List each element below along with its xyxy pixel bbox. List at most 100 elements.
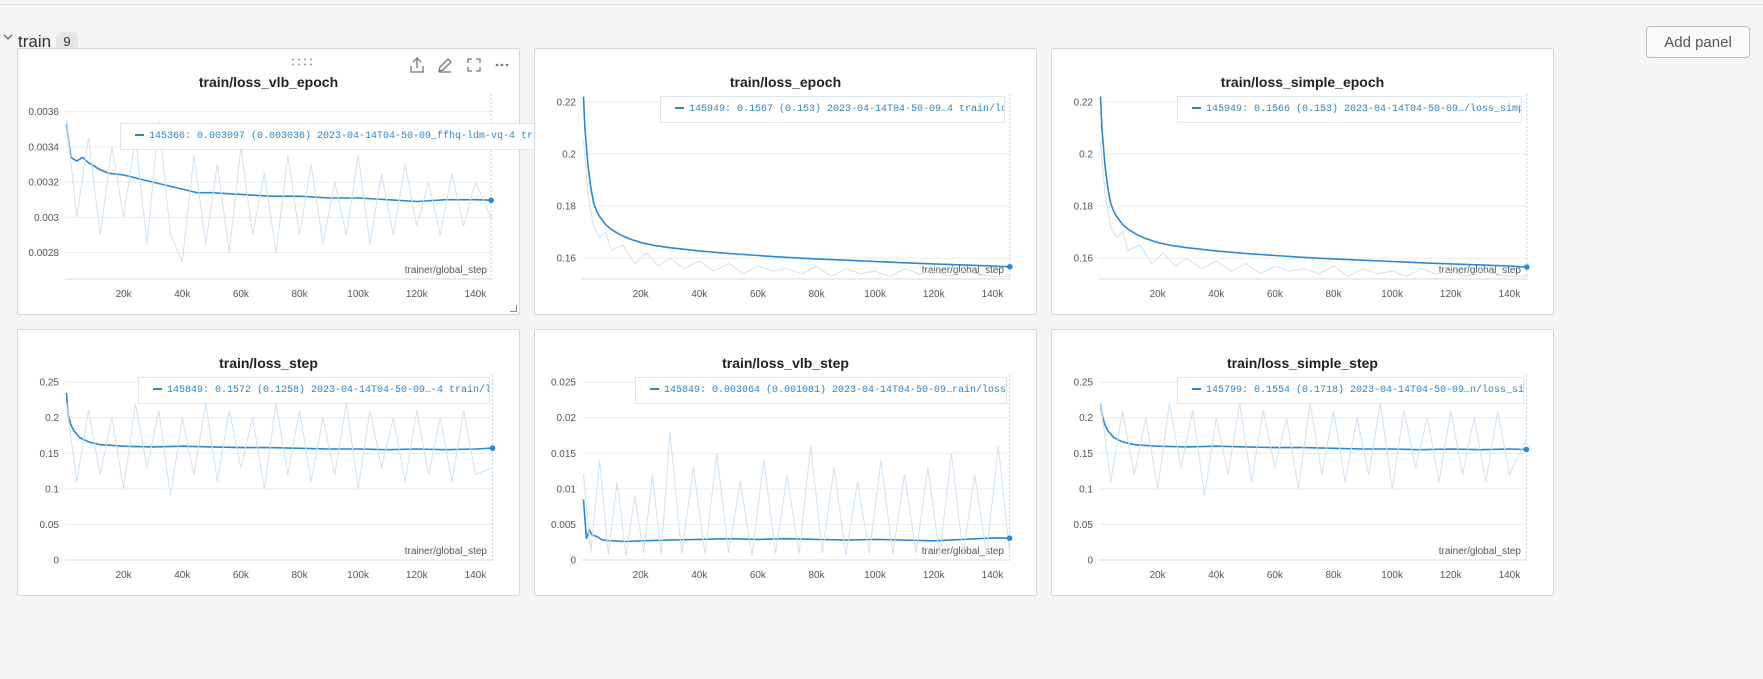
x-tick-label: 80k [291, 570, 308, 581]
smoothed-series-line[interactable] [65, 123, 492, 203]
x-tick-label: 140k [465, 570, 488, 581]
panel-title: train/loss_epoch [729, 74, 842, 90]
y-tick-label: 0 [1087, 556, 1093, 567]
y-tick-label: 0.25 [40, 378, 60, 389]
x-tick-label: 40k [174, 289, 191, 300]
x-tick-label: 20k [116, 570, 133, 581]
x-tick-label: 80k [808, 570, 825, 581]
share-icon[interactable] [408, 56, 426, 74]
x-tick-label: 20k [116, 289, 133, 300]
chart-panel-loss-simple-epoch[interactable]: train/loss_simple_epoch 0.16 0.18 0.2 0.22 20… [1051, 48, 1554, 315]
x-tick-label: 20k [633, 570, 650, 581]
y-tick-label: 0.18 [557, 202, 577, 213]
hover-point [488, 197, 494, 204]
legend-text: 145366: 0.003097 (0.003036) 2023-04-14T0… [149, 131, 569, 142]
x-tick-label: 40k [1208, 289, 1225, 300]
x-tick-label: 60k [750, 570, 767, 581]
x-tick-label: 120k [923, 289, 946, 300]
x-axis-label: trainer/global_step [1439, 265, 1522, 276]
smoothed-series-line[interactable] [1099, 96, 1527, 268]
panel-title: train/loss_step [219, 355, 318, 371]
x-tick-label: 120k [1440, 289, 1463, 300]
raw-series-line[interactable] [1100, 140, 1527, 277]
x-tick-label: 40k [1208, 570, 1225, 581]
add-panel-button[interactable]: Add panel [1646, 26, 1750, 58]
y-tick-label: 0.003 [34, 213, 59, 224]
x-axis-label: trainer/global_step [922, 265, 1005, 276]
chart-panel-loss-epoch[interactable]: train/loss_epoch 0.16 0.18 0.2 0.22 20k 40k 60k… [534, 48, 1037, 315]
smoothed-series-line[interactable] [582, 499, 1010, 543]
x-axis-label: trainer/global_step [405, 546, 488, 557]
y-tick-label: 0.2 [562, 149, 576, 160]
hover-point [1524, 264, 1530, 270]
legend-swatch [650, 388, 659, 391]
x-tick-label: 120k [406, 289, 429, 300]
y-tick-label: 0 [570, 556, 576, 567]
drag-handle-icon[interactable] [290, 57, 314, 67]
x-tick-label: 120k [1440, 570, 1463, 581]
y-tick-label: 0.0034 [28, 142, 59, 153]
y-tick-label: 0 [53, 556, 59, 567]
y-tick-label: 0.01 [557, 484, 577, 495]
hover-point [1523, 446, 1530, 453]
x-tick-label: 80k [808, 289, 825, 300]
section-header: train 9 Add panel [0, 12, 1763, 58]
chart-plot[interactable]: 0.0028 0.003 0.0032 0.0034 0.0036 20k 40k 60k 80… [18, 49, 521, 316]
chart-panel-loss-vlb-step[interactable]: train/loss_vlb_step 0 0.005 0.01 0.015 0.02 0.… [534, 329, 1037, 596]
y-tick-label: 0.015 [551, 449, 576, 460]
x-tick-label: 140k [982, 570, 1005, 581]
chart-panel-loss-vlb-epoch[interactable]: train/loss_vlb_epoch 0.0028 0.003 0.0032 0.0… [17, 48, 570, 316]
y-tick-label: 0.2 [45, 413, 59, 424]
x-tick-label: 60k [233, 570, 250, 581]
section-title[interactable]: train [18, 32, 52, 51]
x-tick-label: 40k [691, 289, 708, 300]
resize-handle[interactable] [510, 305, 517, 312]
fullscreen-icon[interactable] [465, 56, 483, 74]
x-tick-label: 140k [1499, 289, 1522, 300]
legend-tooltip: 145949: 0.1567 (0.153) 2023-04-14T04-50-… [660, 96, 1005, 123]
y-tick-label: 0.2 [1079, 413, 1093, 424]
x-tick-label: 100k [1381, 289, 1404, 300]
legend-tooltip: 145849: 0.003064 (0.001081) 2023-04-14T0… [635, 377, 1007, 404]
x-tick-label: 40k [691, 570, 708, 581]
raw-series-line[interactable] [583, 431, 1011, 556]
x-tick-label: 140k [465, 289, 488, 300]
y-tick-label: 0.25 [1074, 378, 1094, 389]
x-tick-label: 20k [1150, 570, 1167, 581]
chart-panel-loss-simple-step[interactable]: train/loss_simple_step 0 0.05 0.1 0.15 0.2 0.2… [1051, 329, 1554, 596]
x-tick-label: 80k [1325, 570, 1342, 581]
y-tick-label: 0.0028 [28, 248, 59, 259]
y-tick-label: 0.16 [1074, 254, 1094, 265]
legend-swatch [135, 134, 144, 137]
smoothed-series-line[interactable] [1099, 403, 1527, 451]
legend-tooltip: 145949: 0.1566 (0.153) 2023-04-14T04-50-… [1177, 96, 1522, 123]
raw-series-line[interactable] [583, 140, 1010, 277]
x-tick-label: 100k [1381, 570, 1404, 581]
legend-tooltip: 145366: 0.003097 (0.003036) 2023-04-14T0… [120, 123, 570, 150]
x-tick-label: 80k [291, 289, 308, 300]
edit-icon[interactable] [436, 56, 454, 74]
panel-title: train/loss_vlb_step [722, 355, 849, 371]
smoothed-series-line[interactable] [582, 96, 1010, 268]
legend-swatch [153, 388, 162, 391]
chart-plot[interactable]: 0 0.05 0.1 0.15 0.2 0.25 20k 40k 60k 80k 100k 120k 1… [18, 330, 521, 597]
chart-plot[interactable]: 0 0.005 0.01 0.015 0.02 0.025 20k 40k 60k 80k 100k… [535, 330, 1038, 597]
legend-text: 145949: 0.1566 (0.153) 2023-04-14T04-50-… [1206, 104, 1521, 115]
y-tick-label: 0.05 [1074, 520, 1094, 531]
smoothed-series-line[interactable] [65, 392, 493, 451]
x-tick-label: 20k [1150, 289, 1167, 300]
x-tick-label: 60k [1267, 570, 1284, 581]
more-icon[interactable] [493, 56, 511, 74]
legend-tooltip: 145799: 0.1554 (0.1718) 2023-04-14T04-50… [1177, 377, 1524, 404]
chevron-down-icon[interactable] [3, 32, 13, 42]
y-tick-label: 0.16 [557, 254, 577, 265]
legend-swatch [675, 107, 684, 110]
chart-plot[interactable]: 0 0.05 0.1 0.15 0.2 0.25 20k 40k 60k 80k 100k 120k 1… [1052, 330, 1555, 597]
x-tick-label: 40k [174, 570, 191, 581]
chart-panel-loss-step[interactable]: train/loss_step 0 0.05 0.1 0.15 0.2 0.25 20k 40k… [17, 329, 520, 596]
y-tick-label: 0.025 [551, 378, 576, 389]
x-axis-label: trainer/global_step [405, 265, 488, 276]
x-tick-label: 20k [633, 289, 650, 300]
